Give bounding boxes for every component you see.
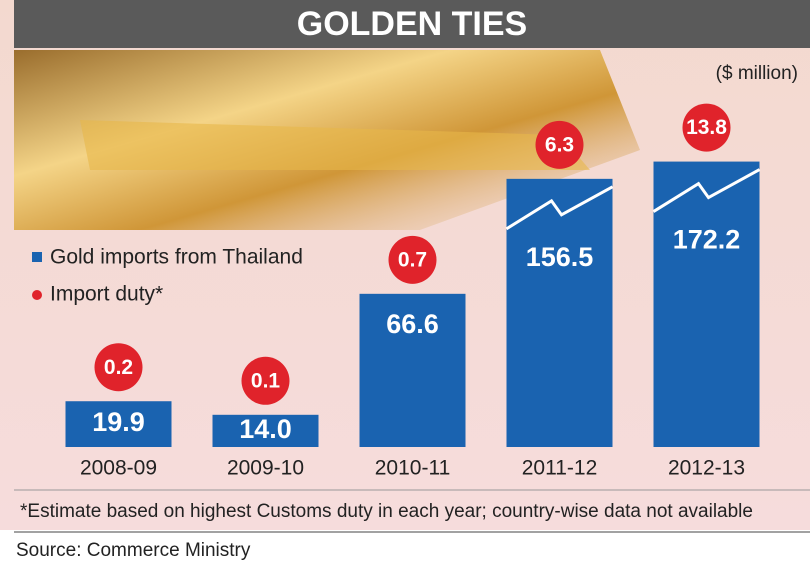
value-label: 66.6 bbox=[386, 309, 439, 339]
source: Source: Commerce Ministry bbox=[16, 540, 251, 561]
axis-break bbox=[505, 185, 614, 231]
title-band bbox=[14, 0, 810, 48]
bar bbox=[65, 401, 172, 447]
x-tick-label: 2010-11 bbox=[375, 457, 451, 480]
gold-bar-shape bbox=[80, 120, 590, 170]
duty-label: 13.8 bbox=[686, 116, 727, 139]
duty-dot bbox=[94, 343, 143, 392]
chart-title: GOLDEN TIES bbox=[297, 5, 527, 43]
duty-label: 0.2 bbox=[104, 356, 133, 379]
duty-label: 0.1 bbox=[251, 369, 281, 392]
value-label: 156.5 bbox=[526, 242, 594, 272]
bar bbox=[653, 161, 760, 447]
legend-swatch bbox=[32, 290, 42, 300]
duty-dot bbox=[241, 356, 290, 405]
legend-swatch bbox=[32, 252, 42, 262]
source-band bbox=[0, 530, 810, 565]
duty-dot bbox=[388, 235, 437, 284]
x-tick-label: 2011-12 bbox=[522, 457, 598, 480]
x-tick-label: 2008-09 bbox=[80, 457, 157, 480]
bar bbox=[359, 293, 466, 447]
value-label: 19.9 bbox=[92, 407, 145, 437]
duty-label: 6.3 bbox=[545, 133, 574, 156]
legend-label: Import duty* bbox=[50, 283, 163, 306]
x-tick-label: 2009-10 bbox=[227, 457, 304, 480]
value-label: 14.0 bbox=[239, 414, 292, 444]
duty-dot bbox=[535, 120, 584, 169]
duty-label: 0.7 bbox=[398, 248, 427, 271]
x-tick-label: 2012-13 bbox=[668, 457, 745, 480]
axis-break bbox=[652, 168, 761, 213]
footnote: *Estimate based on highest Customs duty … bbox=[20, 501, 753, 522]
value-label: 172.2 bbox=[673, 225, 741, 255]
unit-label: ($ million) bbox=[716, 63, 798, 84]
legend-label: Gold imports from Thailand bbox=[50, 246, 303, 269]
bar bbox=[212, 414, 319, 447]
bar bbox=[506, 178, 613, 447]
duty-dot bbox=[682, 103, 731, 152]
